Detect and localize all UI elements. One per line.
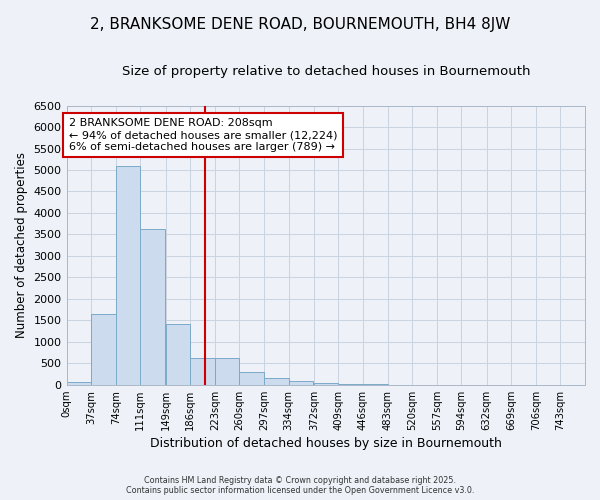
Bar (166, 324, 190, 385)
X-axis label: Distribution of detached houses by size in Bournemouth: Distribution of detached houses by size … (150, 437, 502, 450)
Bar (215, 358, 239, 385)
Bar (289, 380, 313, 385)
Bar (67, 382, 91, 385)
Bar (116, 166, 140, 385)
Bar (190, 358, 215, 385)
Bar (338, 384, 363, 385)
Y-axis label: Number of detached properties: Number of detached properties (15, 152, 28, 338)
Text: 2 BRANKSOME DENE ROAD: 208sqm
← 94% of detached houses are smaller (12,224)
6% o: 2 BRANKSOME DENE ROAD: 208sqm ← 94% of d… (68, 118, 337, 152)
Bar (264, 378, 289, 385)
Text: 2, BRANKSOME DENE ROAD, BOURNEMOUTH, BH4 8JW: 2, BRANKSOME DENE ROAD, BOURNEMOUTH, BH4… (90, 18, 510, 32)
Bar (239, 372, 264, 385)
Bar (314, 383, 338, 385)
Text: Contains HM Land Registry data © Crown copyright and database right 2025.
Contai: Contains HM Land Registry data © Crown c… (126, 476, 474, 495)
Bar (91, 314, 116, 385)
Bar (140, 230, 165, 385)
Title: Size of property relative to detached houses in Bournemouth: Size of property relative to detached ho… (122, 65, 530, 78)
